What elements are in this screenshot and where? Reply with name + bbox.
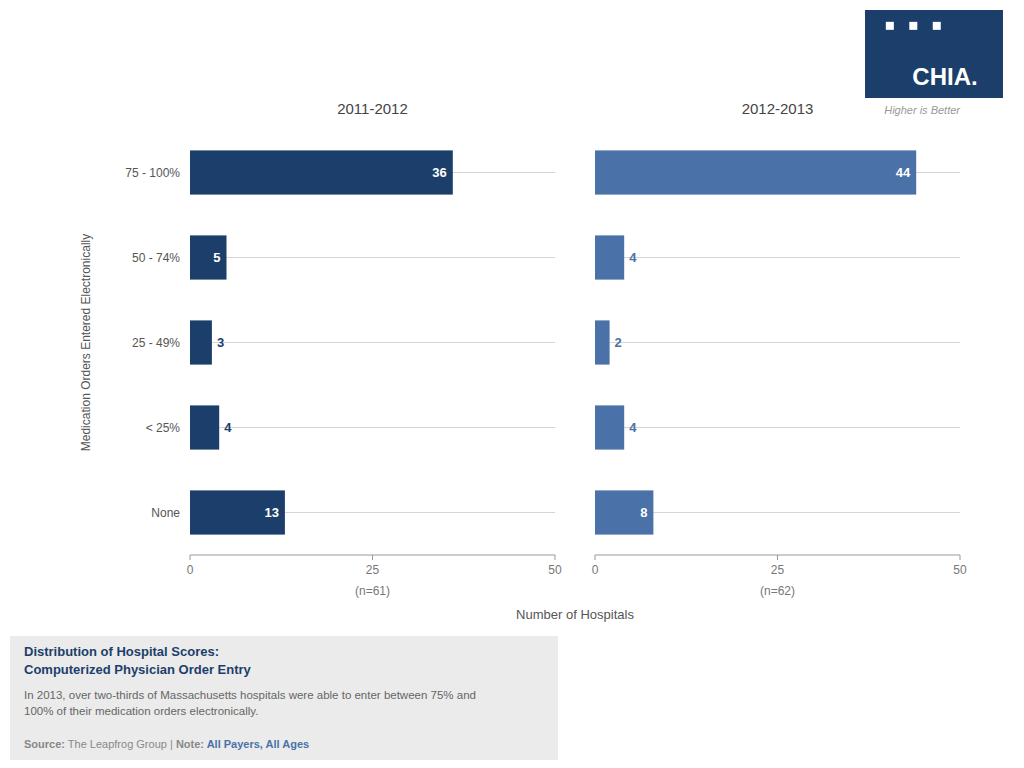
logo-dot [933,22,941,30]
bar [190,235,227,279]
grid-line [190,257,555,258]
category-label: None [151,506,180,520]
panel-0: 36 5 3 4 13 75 - 100% 50 - 74% 25 - 49% < 25% Non… [79,100,634,622]
x-tick [555,555,556,560]
data-label: 4 [629,250,637,265]
logo-text: CHIA. [912,63,977,90]
panel-1: 444248025502012-2013(n=62)Higher is Bett… [592,100,967,598]
grid-line [595,427,960,428]
category-label: 25 - 49% [132,336,180,350]
footer-background [10,636,558,760]
footer-title: Computerized Physician Order Entry [24,662,252,677]
y-axis-label: Medication Orders Entered Electronically [79,234,93,451]
bar [190,490,285,534]
x-tick [960,555,961,560]
footer-source: Source: The Leapfrog Group | Note: All P… [24,738,309,750]
footer-body: 100% of their medication orders electron… [24,705,258,717]
bar [190,405,219,449]
data-label: 3 [217,335,224,350]
logo: CHIA. [865,10,1003,98]
bar [595,150,916,194]
bar [190,320,212,364]
footer-body: In 2013, over two-thirds of Massachusett… [24,689,476,701]
data-label: 36 [432,165,446,180]
x-tick-label: 50 [953,563,967,577]
category-label: < 25% [146,421,181,435]
background [0,0,1024,768]
data-label: 13 [264,505,278,520]
panel-title: 2011-2012 [337,100,408,117]
panel-title: 2012-2013 [742,100,814,117]
footer-source-part: The Leapfrog Group | [65,738,176,750]
x-tick [595,555,596,560]
data-label: 2 [615,335,622,350]
bar [595,320,610,364]
sample-size: (n=61) [355,584,390,598]
footer-title: Distribution of Hospital Scores: [24,644,219,659]
grid-line [190,342,555,343]
x-tick [190,555,191,560]
x-axis-label: Number of Hospitals [516,607,634,622]
x-tick-label: 25 [771,563,785,577]
x-tick-label: 50 [548,563,562,577]
bar [190,150,453,194]
x-tick-label: 25 [366,563,380,577]
category-label: 50 - 74% [132,251,180,265]
grid-line [595,342,960,343]
bar [595,490,653,534]
logo-dot [909,22,917,30]
footer-source-part: All Payers, All Ages [204,738,309,750]
footer-source-part: Source: [24,738,65,750]
bar [595,405,624,449]
data-label: 4 [629,420,637,435]
x-tick [777,555,778,560]
data-label: 8 [640,505,647,520]
footer: Distribution of Hospital Scores: Computer… [10,636,558,760]
x-tick-label: 0 [187,563,194,577]
footer-source-part: Note: [176,738,204,750]
category-label: 75 - 100% [125,166,180,180]
x-tick [372,555,373,560]
data-label: 4 [224,420,232,435]
chart-root: 36 5 3 4 13 75 - 100% 50 - 74% 25 - 49% < 25% Non… [0,0,1024,768]
x-tick-label: 0 [592,563,599,577]
logo-background [865,10,1003,98]
grid-line [595,257,960,258]
data-label: 44 [896,165,911,180]
logo-dot [886,22,894,30]
bar [595,235,624,279]
grid-line [190,427,555,428]
bars [595,150,916,534]
sample-size: (n=62) [760,584,795,598]
annotation: Higher is Better [884,104,961,116]
bars [190,150,453,534]
data-label: 5 [213,250,220,265]
